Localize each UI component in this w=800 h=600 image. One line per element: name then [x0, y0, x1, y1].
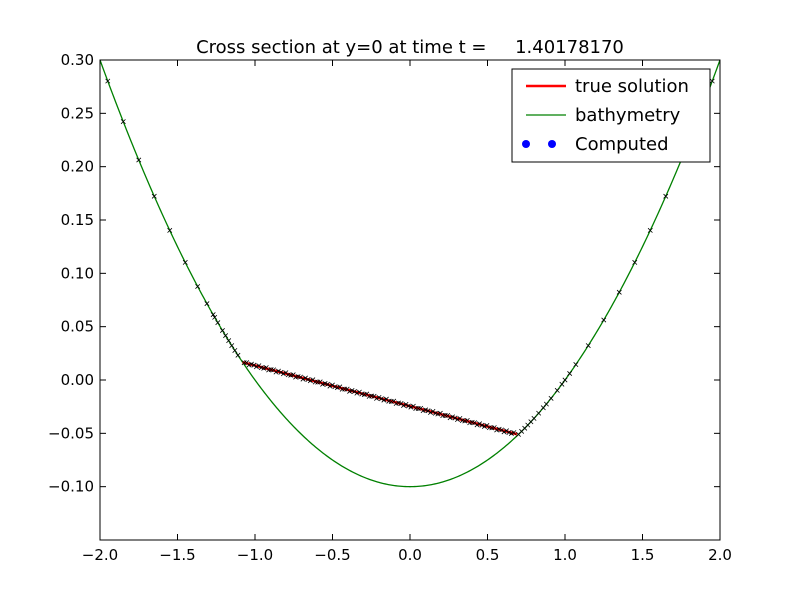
computed-marker: [663, 193, 669, 199]
x-tick-label: −2.0: [82, 546, 118, 564]
computed-marker: [232, 347, 238, 353]
computed-marker: [305, 377, 311, 383]
y-tick-label: −0.05: [48, 424, 94, 442]
computed-marker: [278, 369, 284, 375]
computed-marker: [540, 405, 546, 411]
computed-marker: [195, 283, 201, 289]
computed-marker: [215, 320, 221, 326]
computed-marker: [349, 387, 355, 393]
x-tick-label: −1.5: [159, 546, 195, 564]
computed-marker: [275, 368, 281, 374]
computed-marker: [351, 389, 357, 395]
y-tick-label: 0.00: [61, 371, 94, 389]
legend-label: true solution: [575, 76, 689, 97]
computed-marker: [511, 430, 517, 436]
series-bathymetry-line: [100, 60, 720, 488]
computed-marker: [531, 415, 537, 421]
computed-marker: [616, 289, 622, 295]
computed-marker: [554, 387, 560, 393]
computed-marker: [425, 408, 431, 414]
computed-marker: [647, 227, 653, 233]
computed-marker: [474, 422, 480, 428]
computed-marker: [477, 421, 483, 427]
legend-computed-dot: [522, 140, 530, 148]
computed-marker: [204, 301, 210, 307]
computed-marker: [403, 401, 409, 407]
x-tick-label: −0.5: [314, 546, 350, 564]
x-tick-label: 1.0: [553, 546, 577, 564]
computed-marker: [548, 395, 554, 401]
computed-marker: [235, 352, 241, 358]
legend: true solution bathymetry Computed: [511, 68, 711, 163]
computed-marker: [105, 78, 111, 84]
computed-marker: [302, 375, 308, 381]
computed-marker: [229, 343, 235, 349]
computed-marker: [454, 417, 460, 423]
y-tick-label: 0.25: [61, 104, 94, 122]
computed-marker: [223, 333, 229, 339]
computed-marker: [212, 314, 218, 320]
plot-content: [100, 60, 720, 488]
computed-marker: [219, 328, 225, 333]
computed-marker: [378, 396, 384, 402]
legend-label: bathymetry: [575, 105, 681, 126]
computed-marker: [251, 362, 257, 368]
computed-marker: [585, 343, 591, 349]
computed-marker: [354, 390, 360, 396]
computed-marker: [450, 414, 456, 420]
computed-marker: [573, 362, 579, 368]
computed-marker: [401, 403, 407, 408]
x-tick-label: 0.0: [398, 546, 422, 564]
x-tick-label: 1.5: [631, 546, 655, 564]
computed-marker: [253, 364, 259, 370]
computed-marker: [501, 429, 507, 435]
y-tick-label: 0.20: [61, 158, 94, 176]
computed-marker: [120, 119, 126, 125]
computed-marker: [543, 401, 549, 407]
y-tick-label: −0.10: [48, 478, 94, 496]
computed-marker: [210, 312, 216, 318]
computed-marker: [280, 371, 286, 377]
computed-marker: [300, 376, 306, 382]
axis-ticks: −2.0 −1.5 −1.0 −0.5 0.0 0.5 1.0 1.5 2.0 −0.10 −0.0…: [48, 51, 732, 564]
computed-marker: [632, 259, 638, 265]
computed-marker: [136, 157, 142, 163]
x-tick-label: 2.0: [708, 546, 732, 564]
computed-marker: [479, 422, 485, 428]
y-tick-label: 0.10: [61, 264, 94, 282]
computed-marker: [504, 428, 509, 434]
computed-marker: [329, 382, 335, 388]
legend-label: Computed: [575, 134, 669, 155]
x-tick-label: 0.5: [476, 546, 500, 564]
computed-marker: [562, 377, 568, 383]
chart-title: Cross section at y=0 at time t = 1.40178…: [196, 37, 624, 58]
computed-marker: [182, 259, 188, 265]
computed-marker: [709, 78, 715, 84]
y-tick-label: 0.15: [61, 211, 94, 229]
computed-marker: [226, 338, 232, 344]
y-tick-label: 0.30: [61, 51, 94, 69]
computed-marker: [567, 371, 573, 376]
computed-marker: [327, 383, 333, 389]
x-tick-label: −1.0: [237, 546, 273, 564]
computed-marker: [167, 227, 173, 233]
computed-marker: [376, 394, 382, 400]
computed-marker: [405, 403, 411, 409]
y-tick-label: 0.05: [61, 318, 94, 336]
computed-marker: [559, 381, 565, 387]
computed-marker: [151, 193, 157, 199]
computed-marker: [430, 408, 436, 414]
computed-marker: [601, 317, 607, 323]
computed-marker: [536, 410, 542, 416]
computed-marker: [428, 410, 433, 416]
legend-computed-dot: [548, 140, 556, 148]
computed-marker: [452, 415, 458, 421]
computed-marker: [325, 381, 330, 387]
